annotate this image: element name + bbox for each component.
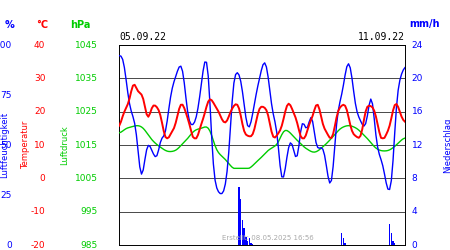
Text: Niederschlag: Niederschlag [443, 117, 450, 173]
Text: 995: 995 [81, 207, 98, 216]
Text: 0: 0 [412, 240, 418, 250]
Text: 985: 985 [81, 240, 98, 250]
Bar [394, 243, 396, 245]
Text: 0: 0 [40, 174, 45, 183]
Text: 16: 16 [412, 107, 423, 116]
Text: %: % [4, 20, 14, 30]
Bar [240, 199, 242, 245]
Bar [252, 244, 253, 245]
Text: 24: 24 [412, 40, 423, 50]
Text: Erstellt: 08.05.2025 16:56: Erstellt: 08.05.2025 16:56 [222, 235, 314, 241]
Bar [389, 224, 390, 245]
Text: -20: -20 [31, 240, 45, 250]
Text: 1045: 1045 [75, 40, 98, 50]
Text: 50: 50 [0, 140, 12, 149]
Text: 100: 100 [0, 40, 12, 50]
Bar [343, 238, 344, 245]
Text: 25: 25 [0, 190, 12, 200]
Text: 1015: 1015 [75, 140, 98, 149]
Text: 0: 0 [6, 240, 12, 250]
Text: hPa: hPa [70, 20, 90, 30]
Bar [245, 237, 247, 245]
Text: 10: 10 [34, 140, 45, 149]
Text: 05.09.22: 05.09.22 [119, 32, 166, 42]
Text: 1035: 1035 [75, 74, 98, 83]
Text: 4: 4 [412, 207, 418, 216]
Bar [248, 238, 250, 245]
Text: -10: -10 [31, 207, 45, 216]
Bar [243, 228, 245, 245]
Text: mm/h: mm/h [410, 20, 440, 30]
Text: 11.09.22: 11.09.22 [358, 32, 405, 42]
Text: 20: 20 [412, 74, 423, 83]
Text: 30: 30 [34, 74, 45, 83]
Text: Temperatur: Temperatur [22, 121, 31, 169]
Text: 8: 8 [412, 174, 418, 183]
Text: 75: 75 [0, 90, 12, 100]
Bar [247, 241, 248, 245]
Text: 1025: 1025 [75, 107, 98, 116]
Text: °C: °C [36, 20, 48, 30]
Text: 1005: 1005 [75, 174, 98, 183]
Bar [341, 232, 342, 245]
Bar [242, 220, 243, 245]
Bar [238, 187, 240, 245]
Text: Luftdruck: Luftdruck [59, 125, 68, 165]
Text: Luftfeuchtigkeit: Luftfeuchtigkeit [0, 112, 9, 178]
Bar [250, 242, 252, 245]
Text: 12: 12 [412, 140, 423, 149]
Text: 40: 40 [34, 40, 45, 50]
Bar [392, 241, 394, 245]
Text: 20: 20 [34, 107, 45, 116]
Bar [391, 232, 392, 245]
Bar [344, 242, 346, 245]
